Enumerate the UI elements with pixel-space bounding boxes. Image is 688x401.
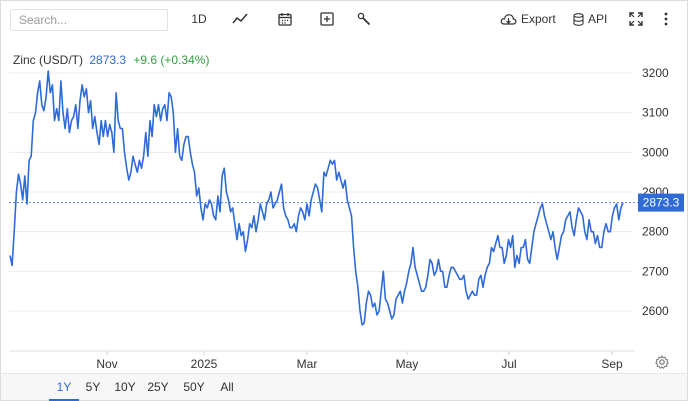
y-tick-label: 2700 (642, 264, 669, 278)
interval-button[interactable]: 1D (189, 10, 209, 28)
database-icon (573, 12, 584, 26)
calendar-icon[interactable] (277, 10, 293, 28)
y-tick-label: 2600 (642, 304, 669, 318)
x-tick-label: Jul (501, 357, 516, 371)
range-selector: 1Y 5Y 10Y 25Y 50Y All (1, 373, 687, 401)
search-box[interactable] (10, 9, 168, 31)
y-tick-label: 3200 (642, 66, 669, 80)
price-series-line (9, 70, 624, 326)
range-5y[interactable]: 5Y (85, 380, 101, 394)
x-tick-label: Sep (601, 357, 623, 371)
api-button[interactable]: API (573, 10, 613, 28)
y-tick-label: 2800 (642, 225, 669, 239)
settings-gear-icon[interactable] (655, 354, 669, 369)
more-icon[interactable] (661, 10, 671, 28)
range-50y[interactable]: 50Y (183, 380, 205, 394)
interval-label: 1D (191, 12, 207, 26)
y-tick-label: 3000 (642, 145, 669, 159)
x-tick-label: 2025 (191, 357, 218, 371)
range-10y[interactable]: 10Y (114, 380, 136, 394)
range-1y[interactable]: 1Y (49, 374, 79, 401)
api-label: API (588, 12, 608, 26)
legend-price: 2873.3 (89, 53, 127, 67)
last-price-badge (638, 193, 684, 212)
cloud-download-icon (500, 13, 517, 26)
plus-square-icon[interactable] (319, 10, 335, 28)
range-25y[interactable]: 25Y (147, 380, 169, 394)
x-tick-label: May (396, 357, 419, 371)
x-tick-label: Mar (297, 357, 318, 371)
line-chart-icon[interactable] (231, 10, 249, 28)
legend-name: Zinc (USD/T) (13, 53, 83, 67)
legend-change: +9.6 (+0.34%) (133, 53, 210, 67)
wrench-icon[interactable] (356, 10, 372, 28)
toolbar: 1D Export API (1, 1, 687, 37)
search-input[interactable] (11, 10, 167, 30)
export-button[interactable]: Export (500, 10, 560, 28)
x-tick-label: Nov (96, 357, 117, 371)
fullscreen-icon[interactable] (628, 10, 644, 28)
range-all[interactable]: All (220, 380, 234, 394)
last-price-label: 2873.3 (643, 196, 680, 210)
export-label: Export (521, 12, 556, 26)
y-tick-label: 3100 (642, 106, 669, 120)
chart-legend: Zinc (USD/T) 2873.3 +9.6 (+0.34%) (13, 53, 209, 67)
